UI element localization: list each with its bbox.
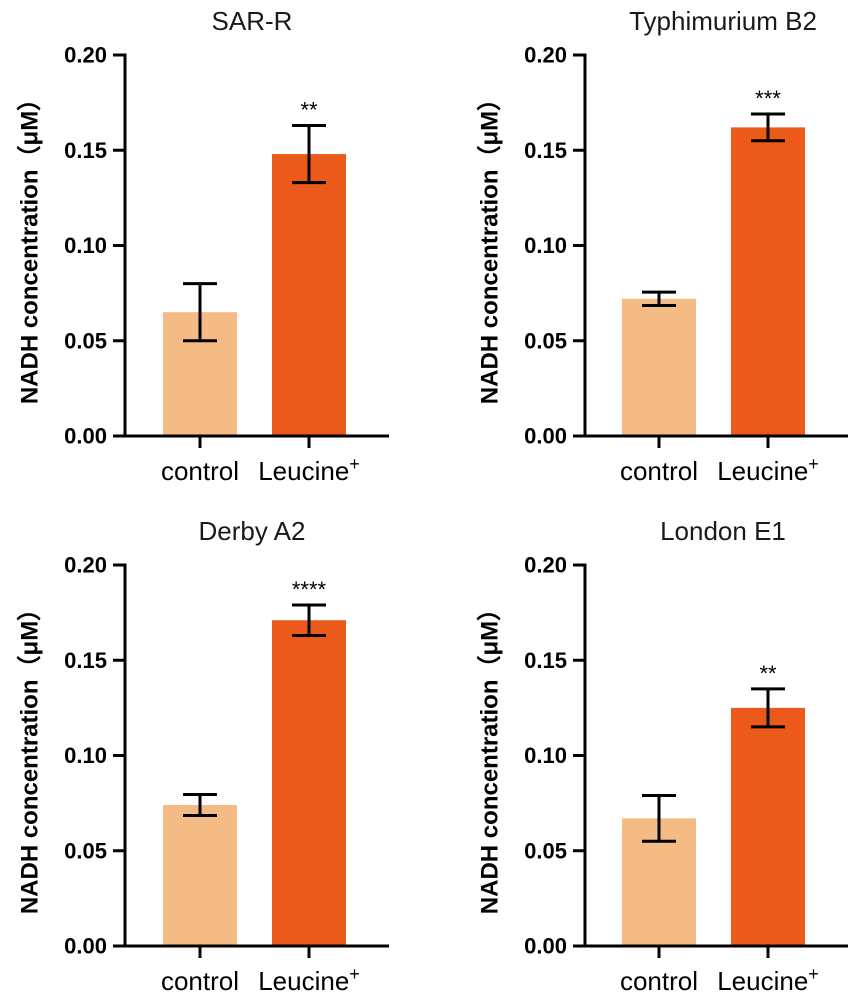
x-tick-label: Leucine+ [258,964,360,996]
x-tick-label: control [161,966,239,996]
y-tick-label: 0.00 [64,934,107,959]
panel-title: Derby A2 [199,516,306,546]
y-axis-label: NADH concentration（μM） [17,87,44,404]
y-tick-label: 0.20 [64,43,107,68]
significance-label: ** [759,661,777,686]
panel-derby-a2: Derby A2 NADH concentration（μM） **** 0.00 0.… [17,516,389,996]
panel-sar-r: SAR-R NADH concentration（μM） ** 0.00 0.05 0.1… [17,6,389,486]
x-tick-label-superscript: + [349,964,360,984]
x-tick-label: control [620,456,698,486]
x-tick-label-superscript: + [808,964,819,984]
y-tick-label: 0.05 [524,328,567,353]
y-axis-label: NADH concentration（μM） [17,597,44,914]
y-tick-label: 0.05 [64,838,107,863]
y-tick-label: 0.15 [524,138,567,163]
x-tick-label: control [620,966,698,996]
bar-control [622,298,696,436]
y-tick-label: 0.05 [524,838,567,863]
x-tick-label: Leucine+ [258,454,360,486]
panel-title: London E1 [660,516,786,546]
y-tick-label: 0.10 [64,233,107,258]
y-tick-label: 0.00 [64,424,107,449]
panel-typhimurium-b2: Typhimurium B2 NADH concentration（μM） *** 0… [477,6,848,486]
bar-leucine [272,620,346,946]
y-tick-label: 0.20 [64,553,107,578]
y-tick-label: 0.20 [524,553,567,578]
significance-label: *** [755,86,781,111]
y-tick-label: 0.10 [524,743,567,768]
x-tick-label: Leucine+ [717,454,819,486]
bar-leucine [731,707,805,946]
y-tick-label: 0.00 [524,934,567,959]
y-tick-label: 0.00 [524,424,567,449]
significance-label: ** [300,97,318,122]
bar-leucine [731,127,805,436]
panel-title: SAR-R [212,6,293,36]
y-tick-label: 0.15 [64,138,107,163]
x-tick-label-superscript: + [808,454,819,474]
y-tick-label: 0.10 [524,233,567,258]
bar-control [163,805,237,946]
panel-title: Typhimurium B2 [629,6,817,36]
bar-leucine [272,154,346,436]
y-axis-label: NADH concentration（μM） [477,597,504,914]
y-tick-label: 0.20 [524,43,567,68]
x-tick-label: control [161,456,239,486]
y-tick-label: 0.05 [64,328,107,353]
panel-london-e1: London E1 NADH concentration（μM） ** 0.00 0.0… [477,516,848,996]
y-tick-label: 0.15 [64,648,107,673]
x-tick-label: Leucine+ [717,964,819,996]
y-axis-label: NADH concentration（μM） [477,87,504,404]
x-tick-label-superscript: + [349,454,360,474]
y-tick-label: 0.10 [64,743,107,768]
significance-label: **** [292,577,327,602]
y-tick-label: 0.15 [524,648,567,673]
